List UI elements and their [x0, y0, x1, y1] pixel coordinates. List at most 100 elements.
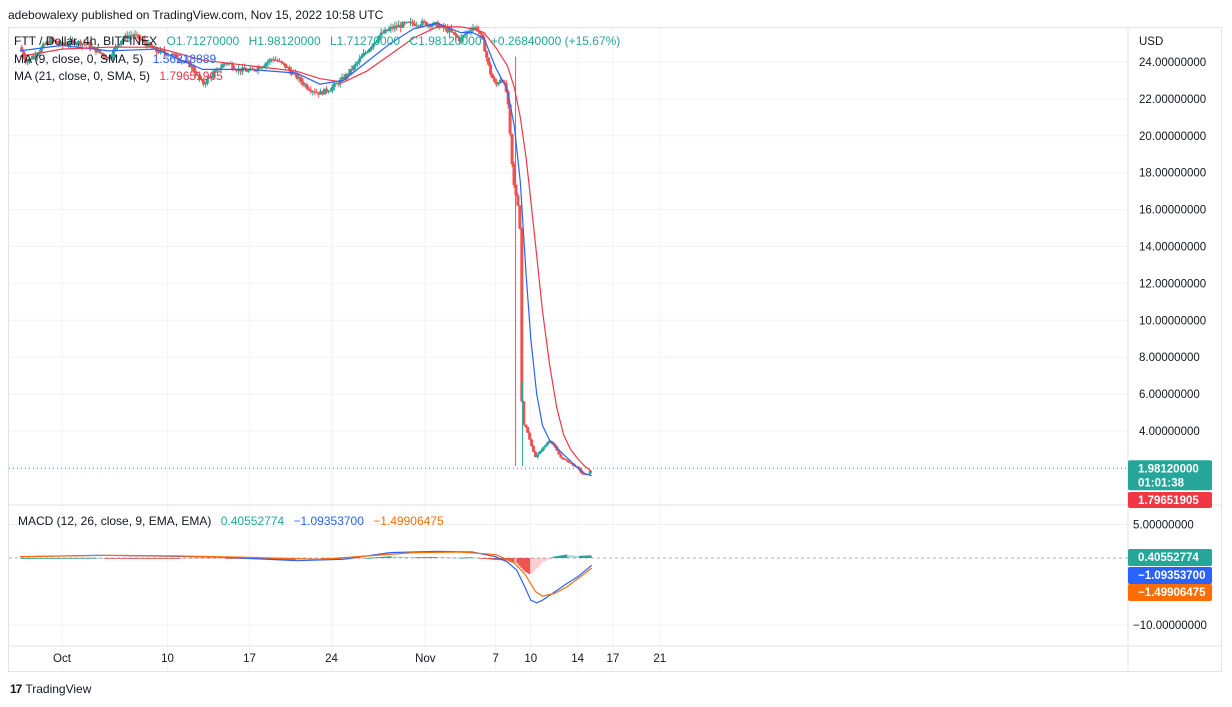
- last-price-tag-bg: [1128, 460, 1212, 491]
- candle-body: [567, 460, 571, 463]
- macd-histogram-bar: [553, 556, 557, 558]
- low-value: L1.71270000: [330, 34, 401, 48]
- macd-histogram-bar: [180, 558, 184, 559]
- candle-body: [272, 59, 276, 61]
- macd-hist-value: 0.40552774: [220, 514, 285, 528]
- candle-body: [492, 78, 496, 82]
- price-tick-label: 10.00000000: [1139, 315, 1206, 327]
- candle-body: [282, 62, 286, 64]
- macd-histogram-bar: [444, 557, 448, 559]
- candle-body: [287, 67, 291, 71]
- macd-histogram-bar: [270, 558, 274, 560]
- macd-histogram-bar: [545, 558, 549, 560]
- macd-histogram-bar: [514, 558, 518, 563]
- macd-histogram-bar: [221, 558, 225, 559]
- tradingview-footer[interactable]: 17 TradingView: [10, 682, 91, 696]
- macd-histogram-bar: [571, 555, 575, 558]
- candle-body: [71, 40, 75, 42]
- candle-body: [387, 28, 391, 31]
- candle-body: [481, 34, 485, 40]
- macd-histogram-bar: [186, 558, 190, 559]
- candle-body: [266, 61, 270, 64]
- candle-body: [74, 43, 78, 45]
- candle-body: [455, 35, 459, 38]
- candle-body: [196, 74, 200, 76]
- candle-body: [494, 81, 498, 85]
- macd-histogram-bar: [71, 557, 75, 559]
- candle-body: [518, 205, 522, 229]
- macd-histogram-bar: [475, 557, 479, 559]
- macd-histogram-bar: [532, 558, 536, 572]
- candle-body: [582, 473, 586, 475]
- macd-histogram-bar: [401, 556, 405, 558]
- candle-body: [104, 56, 108, 59]
- candle-body: [201, 79, 205, 85]
- candle-body: [512, 163, 516, 185]
- candle-body: [520, 228, 524, 402]
- macd-histogram-bar: [393, 556, 397, 558]
- candle-body: [453, 32, 457, 36]
- macd-histogram-bar: [496, 558, 500, 561]
- price-tick-label: 24.00000000: [1139, 57, 1206, 69]
- candle-body: [580, 471, 584, 474]
- macd-histogram-bar: [53, 557, 57, 559]
- candle-body: [59, 42, 63, 45]
- ma-fast-line: [19, 22, 592, 477]
- time-tick-label: Oct: [53, 653, 72, 665]
- candle-body: [436, 22, 440, 28]
- candle-body: [537, 451, 541, 455]
- candle-body: [301, 81, 305, 85]
- candle-body: [100, 52, 104, 54]
- candle-body: [346, 74, 350, 76]
- macd-histogram-bar: [73, 557, 77, 559]
- candle-body: [403, 22, 407, 24]
- candle-body: [145, 42, 149, 47]
- macd-histogram-bar: [119, 558, 123, 559]
- candle-body: [412, 23, 416, 26]
- macd-histogram-bar: [522, 558, 526, 570]
- chart-frame: [8, 27, 1222, 672]
- candle-body: [47, 41, 51, 44]
- candle-body: [418, 25, 422, 27]
- candle-body: [231, 64, 235, 69]
- candle-body: [295, 73, 299, 79]
- candle-body: [123, 35, 127, 39]
- ma-fast-legend: MA (9, close, 0, SMA, 5) 1.56218889: [14, 52, 222, 66]
- candle-body: [39, 47, 43, 52]
- macd-histogram-bar: [96, 557, 100, 559]
- price-tick-label: 4.00000000: [1139, 426, 1200, 438]
- candle-body: [162, 50, 166, 53]
- macd-histogram-bar: [535, 558, 539, 568]
- macd-histogram-bar: [449, 557, 453, 559]
- tradingview-brand: TradingView: [25, 682, 92, 696]
- candle-body: [524, 424, 528, 428]
- candle-body: [381, 32, 385, 34]
- macd-histogram-bar: [35, 557, 39, 559]
- macd-histogram-bar: [479, 558, 483, 559]
- macd-histogram-bar: [551, 557, 555, 558]
- macd-histogram-bar: [172, 558, 176, 559]
- candle-body: [112, 49, 116, 57]
- candle-body: [565, 459, 569, 461]
- candle-body: [371, 43, 375, 47]
- candle-body: [487, 57, 491, 65]
- candle-body: [385, 29, 389, 31]
- candle-body: [422, 20, 426, 22]
- macd-histogram-bar: [84, 557, 88, 559]
- macd-histogram-bar: [233, 558, 237, 559]
- candle-body: [192, 65, 196, 72]
- candle-body: [483, 39, 487, 52]
- macd-histogram-bar: [82, 557, 86, 559]
- candle-body: [57, 43, 61, 45]
- macd-histogram-bar: [582, 555, 586, 558]
- macd-histogram-bar: [492, 558, 496, 560]
- macd-histogram-bar: [155, 558, 159, 559]
- macd-signal-value: −1.49906475: [373, 514, 444, 528]
- candle-body: [160, 49, 164, 51]
- time-tick-label: 7: [492, 653, 498, 665]
- candle-body: [475, 27, 479, 31]
- macd-histogram-bar: [41, 557, 45, 559]
- candle-body: [141, 39, 145, 41]
- macd-signal-tag-text: −1.49906475: [1138, 587, 1206, 599]
